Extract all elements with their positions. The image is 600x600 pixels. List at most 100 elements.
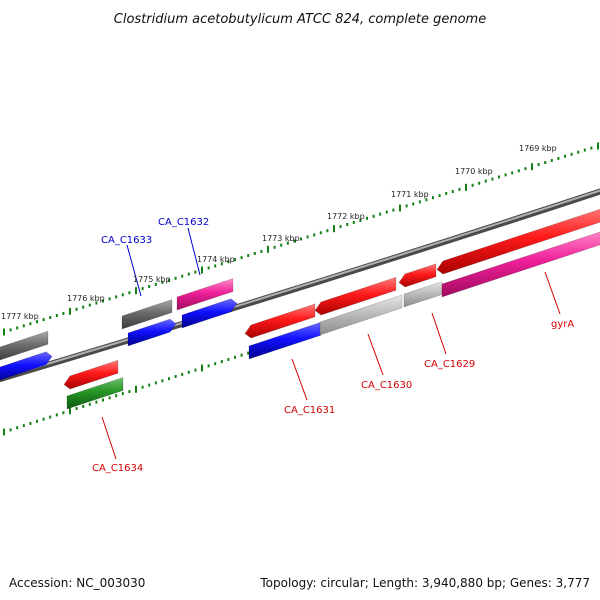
minor-tick xyxy=(346,223,349,226)
minor-tick xyxy=(82,404,85,408)
minor-tick xyxy=(108,396,111,400)
minor-tick xyxy=(220,262,223,266)
minor-tick xyxy=(247,254,250,257)
minor-tick xyxy=(161,280,164,284)
major-tick xyxy=(69,407,71,415)
minor-tick xyxy=(29,422,32,425)
minor-tick xyxy=(234,355,236,359)
minor-tick xyxy=(319,231,322,235)
minor-tick xyxy=(544,161,547,164)
tick-label-1775: 1775 kbp xyxy=(133,275,171,284)
minor-tick xyxy=(326,229,329,233)
minor-tick xyxy=(128,291,131,295)
gene-features xyxy=(0,208,600,410)
minor-tick xyxy=(339,225,342,229)
minor-tick xyxy=(82,305,85,309)
tick-label-1770: 1770 kbp xyxy=(455,167,493,176)
minor-tick xyxy=(438,194,441,198)
minor-tick xyxy=(293,239,296,243)
gene-ca-c1634 xyxy=(66,377,124,410)
genome-summary: Topology: circular; Length: 3,940,880 bp… xyxy=(259,576,590,590)
minor-tick xyxy=(583,148,586,152)
minor-tick xyxy=(359,218,362,222)
minor-tick xyxy=(108,297,111,301)
minor-tick xyxy=(95,301,98,305)
minor-tick xyxy=(550,159,553,162)
gene-blue-left xyxy=(0,351,53,381)
minor-tick xyxy=(425,198,428,202)
minor-tick xyxy=(511,171,514,175)
minor-tick xyxy=(445,192,448,195)
tick-label-1774: 1774 kbp xyxy=(197,255,235,264)
minor-tick xyxy=(102,398,104,402)
minor-tick xyxy=(55,314,58,317)
minor-tick xyxy=(524,167,527,171)
minor-tick xyxy=(88,402,91,406)
minor-tick xyxy=(207,266,210,270)
minor-tick xyxy=(432,196,434,200)
minor-tick xyxy=(16,326,19,330)
minor-tick xyxy=(187,272,190,276)
minor-tick xyxy=(214,362,217,366)
outer-tick-ruler xyxy=(3,142,599,336)
backbone xyxy=(0,188,600,383)
minor-tick xyxy=(214,264,217,268)
minor-tick xyxy=(55,413,58,417)
tick-label-1771: 1771 kbp xyxy=(391,190,429,199)
minor-tick xyxy=(451,190,454,193)
minor-tick xyxy=(9,428,12,432)
minor-tick xyxy=(168,377,170,381)
minor-tick xyxy=(36,320,38,324)
major-tick xyxy=(399,204,401,212)
minor-tick xyxy=(88,303,91,307)
tick-label-1773: 1773 kbp xyxy=(262,234,300,243)
gene-ca-c1631-upper xyxy=(244,303,316,339)
minor-tick xyxy=(220,360,223,364)
minor-tick xyxy=(458,187,461,191)
minor-tick xyxy=(62,311,65,315)
minor-tick xyxy=(313,233,316,237)
major-tick xyxy=(531,163,533,171)
minor-tick xyxy=(115,295,118,299)
gene-label-ca-c1634: CA_C1634 xyxy=(92,463,143,474)
minor-tick xyxy=(181,274,184,278)
minor-tick xyxy=(187,370,190,374)
minor-tick xyxy=(273,245,276,249)
gene-ca-c1631 xyxy=(248,321,322,360)
gene-label-ca-c1629: CA_C1629 xyxy=(424,359,475,370)
major-tick xyxy=(465,183,467,191)
minor-tick xyxy=(352,221,355,224)
gene-label-ca-c1631: CA_C1631 xyxy=(284,405,335,416)
gene-ca-c1632 xyxy=(181,298,238,329)
minor-tick xyxy=(471,183,474,187)
minor-tick xyxy=(405,204,408,208)
minor-tick xyxy=(372,214,375,218)
minor-tick xyxy=(207,364,210,368)
gene-ca-c1633 xyxy=(127,318,177,347)
minor-tick xyxy=(412,202,415,206)
major-tick xyxy=(69,307,71,315)
minor-tick xyxy=(240,256,243,260)
minor-tick xyxy=(141,385,144,389)
minor-tick xyxy=(194,368,197,372)
minor-tick xyxy=(168,278,170,282)
minor-tick xyxy=(260,249,263,253)
gene-ca-c1629-upper xyxy=(398,263,437,288)
major-tick xyxy=(267,245,269,253)
gene-ca-c1632-upper xyxy=(176,278,234,311)
major-tick xyxy=(135,287,137,295)
major-tick xyxy=(3,328,5,336)
minor-tick xyxy=(75,407,78,410)
minor-tick xyxy=(121,293,124,297)
minor-tick xyxy=(240,353,243,357)
gene-label-ca-c1632: CA_C1632 xyxy=(158,217,209,228)
minor-tick xyxy=(154,381,157,385)
gene-gyra xyxy=(441,231,600,298)
minor-tick xyxy=(194,270,197,274)
minor-tick xyxy=(181,372,184,376)
major-tick xyxy=(3,428,5,436)
minor-tick xyxy=(590,146,593,150)
major-tick xyxy=(597,142,599,150)
minor-tick xyxy=(75,307,78,311)
